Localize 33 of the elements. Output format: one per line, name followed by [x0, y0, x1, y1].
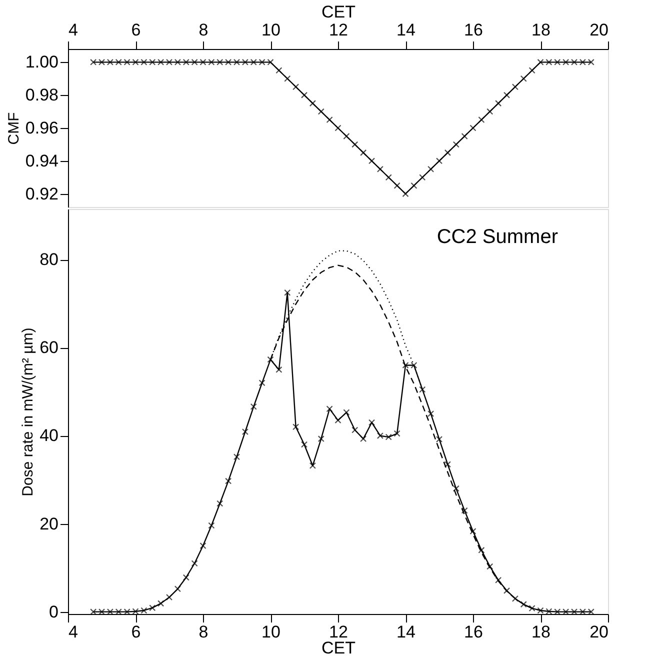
- x-tick-label: 12: [329, 622, 348, 642]
- x-tick-label: 12: [329, 20, 348, 40]
- y-tick-label: 1.00: [25, 52, 58, 72]
- y-tick-label: 0.94: [25, 151, 58, 170]
- x-tick-label: 14: [396, 622, 416, 642]
- x-tick-label: 14: [396, 20, 416, 40]
- x-tick-label: 8: [198, 622, 208, 642]
- x-tick-label: 18: [532, 20, 550, 40]
- y-tick-label: 80: [40, 250, 58, 270]
- y-tick-label: 0.92: [25, 184, 58, 204]
- y-tick-label: 20: [40, 514, 58, 534]
- x-tick-label: 20: [590, 20, 608, 40]
- y-tick-label: 60: [40, 338, 58, 358]
- x-axis-title: CET: [322, 2, 356, 22]
- x-tick-label: 4: [68, 622, 78, 642]
- x-tick-label: 20: [590, 622, 608, 642]
- annotation: CC2 Summer: [436, 226, 558, 248]
- y-tick-label: 0.98: [25, 86, 58, 105]
- y-tick-label: 0: [49, 602, 58, 622]
- y-axis-title: Dose rate in mW/(m² µm): [20, 328, 37, 496]
- x-tick-label: 8: [198, 20, 208, 40]
- x-tick-label: 16: [464, 622, 483, 642]
- y-tick-label: 40: [40, 426, 58, 446]
- x-tick-label: 18: [532, 622, 550, 642]
- x-tick-label: 4: [68, 20, 78, 40]
- x-tick-label: 10: [262, 622, 280, 642]
- x-tick-label: 16: [464, 20, 483, 40]
- y-tick-label: 0.96: [25, 118, 58, 138]
- y-axis-title: CMF: [5, 112, 22, 145]
- x-tick-label: 10: [262, 20, 280, 40]
- x-tick-label: 6: [131, 622, 141, 642]
- x-axis-title: CET: [322, 638, 356, 658]
- x-tick-label: 6: [131, 20, 141, 40]
